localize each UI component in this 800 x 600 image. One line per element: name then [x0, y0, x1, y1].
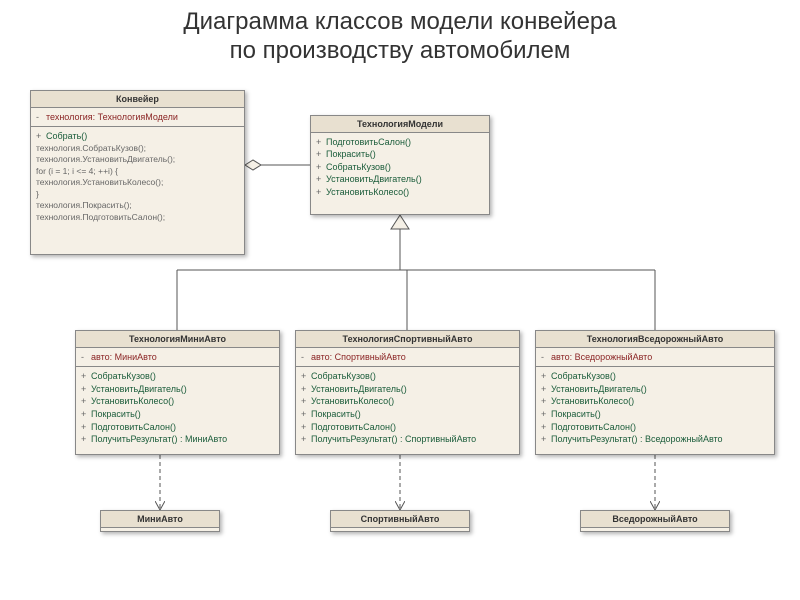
class-tech_offroad: ТехнологияВседорожныйАвто -авто: Вседорож…: [535, 330, 775, 455]
method: +ПодготовитьСалон(): [81, 421, 274, 434]
attributes-section: -авто: ВседорожныйАвто: [536, 348, 774, 368]
method: +ПодготовитьСалон(): [541, 421, 769, 434]
diagram-title: Диаграмма классов модели конвейера по пр…: [0, 0, 800, 70]
method: +Покрасить(): [301, 408, 514, 421]
method: +СобратьКузов(): [81, 370, 274, 383]
method: +УстановитьКолесо(): [316, 186, 484, 199]
method: +СобратьКузов(): [541, 370, 769, 383]
method: +Собрать(): [36, 130, 239, 143]
class-title: ТехнологияСпортивныйАвто: [296, 331, 519, 348]
method: +УстановитьДвигатель(): [301, 383, 514, 396]
method: +ПодготовитьСалон(): [316, 136, 484, 149]
method: +УстановитьДвигатель(): [541, 383, 769, 396]
method: +ПолучитьРезультат() : МиниАвто: [81, 433, 274, 446]
attribute: -авто: СпортивныйАвто: [301, 351, 514, 364]
title-line-1: Диаграмма классов модели конвейера: [183, 8, 616, 35]
class-offroad: ВседорожныйАвто: [580, 510, 730, 532]
attribute: -технология: ТехнологияМодели: [36, 111, 239, 124]
class-title: ТехнологияВседорожныйАвто: [536, 331, 774, 348]
class-konveier: Конвейер -технология: ТехнологияМодели +Со…: [30, 90, 245, 255]
class-title: ВседорожныйАвто: [581, 511, 729, 528]
methods-section: +СобратьКузов()+УстановитьДвигатель()+Ус…: [296, 367, 519, 449]
code-line: технология.СобратьКузов();: [36, 143, 239, 154]
code-line: технология.ПодготовитьСалон();: [36, 212, 239, 223]
attribute: -авто: МиниАвто: [81, 351, 274, 364]
method: +СобратьКузов(): [316, 161, 484, 174]
code-line: технология.Покрасить();: [36, 200, 239, 211]
methods-section: +Собрать() технология.СобратьКузов(); те…: [31, 127, 244, 226]
class-sport: СпортивныйАвто: [330, 510, 470, 532]
class-title: ТехнологияМодели: [311, 116, 489, 133]
method: +ПолучитьРезультат() : ВседорожныйАвто: [541, 433, 769, 446]
method: +УстановитьДвигатель(): [316, 173, 484, 186]
attribute: -авто: ВседорожныйАвто: [541, 351, 769, 364]
code-line: for (i = 1; i <= 4; ++i) {: [36, 166, 239, 177]
methods-section: +СобратьКузов()+УстановитьДвигатель()+Ус…: [536, 367, 774, 449]
method: +УстановитьКолесо(): [541, 395, 769, 408]
attributes-section: -технология: ТехнологияМодели: [31, 108, 244, 128]
class-mini: МиниАвто: [100, 510, 220, 532]
code-line: технология.УстановитьКолесо();: [36, 177, 239, 188]
method: +ПолучитьРезультат() : СпортивныйАвто: [301, 433, 514, 446]
class-tech_model: ТехнологияМодели+ПодготовитьСалон()+Покр…: [310, 115, 490, 215]
method: +Покрасить(): [316, 148, 484, 161]
diagram-canvas: Конвейер -технология: ТехнологияМодели +Со…: [0, 70, 800, 590]
method: +Покрасить(): [81, 408, 274, 421]
method: +УстановитьКолесо(): [301, 395, 514, 408]
method: +УстановитьДвигатель(): [81, 383, 274, 396]
class-tech_sport: ТехнологияСпортивныйАвто -авто: Спортивны…: [295, 330, 520, 455]
class-title: МиниАвто: [101, 511, 219, 528]
title-line-2: по производству автомобилем: [230, 37, 571, 64]
class-title: Конвейер: [31, 91, 244, 108]
method: +Покрасить(): [541, 408, 769, 421]
class-tech_mini: ТехнологияМиниАвто -авто: МиниАвто +Собрат…: [75, 330, 280, 455]
methods-section: +СобратьКузов()+УстановитьДвигатель()+Ус…: [76, 367, 279, 449]
attributes-section: -авто: СпортивныйАвто: [296, 348, 519, 368]
class-title: ТехнологияМиниАвто: [76, 331, 279, 348]
attributes-section: -авто: МиниАвто: [76, 348, 279, 368]
method: +СобратьКузов(): [301, 370, 514, 383]
class-title: СпортивныйАвто: [331, 511, 469, 528]
code-line: }: [36, 189, 239, 200]
methods-section: +ПодготовитьСалон()+Покрасить()+СобратьК…: [311, 133, 489, 202]
code-line: технология.УстановитьДвигатель();: [36, 154, 239, 165]
method: +УстановитьКолесо(): [81, 395, 274, 408]
method: +ПодготовитьСалон(): [301, 421, 514, 434]
